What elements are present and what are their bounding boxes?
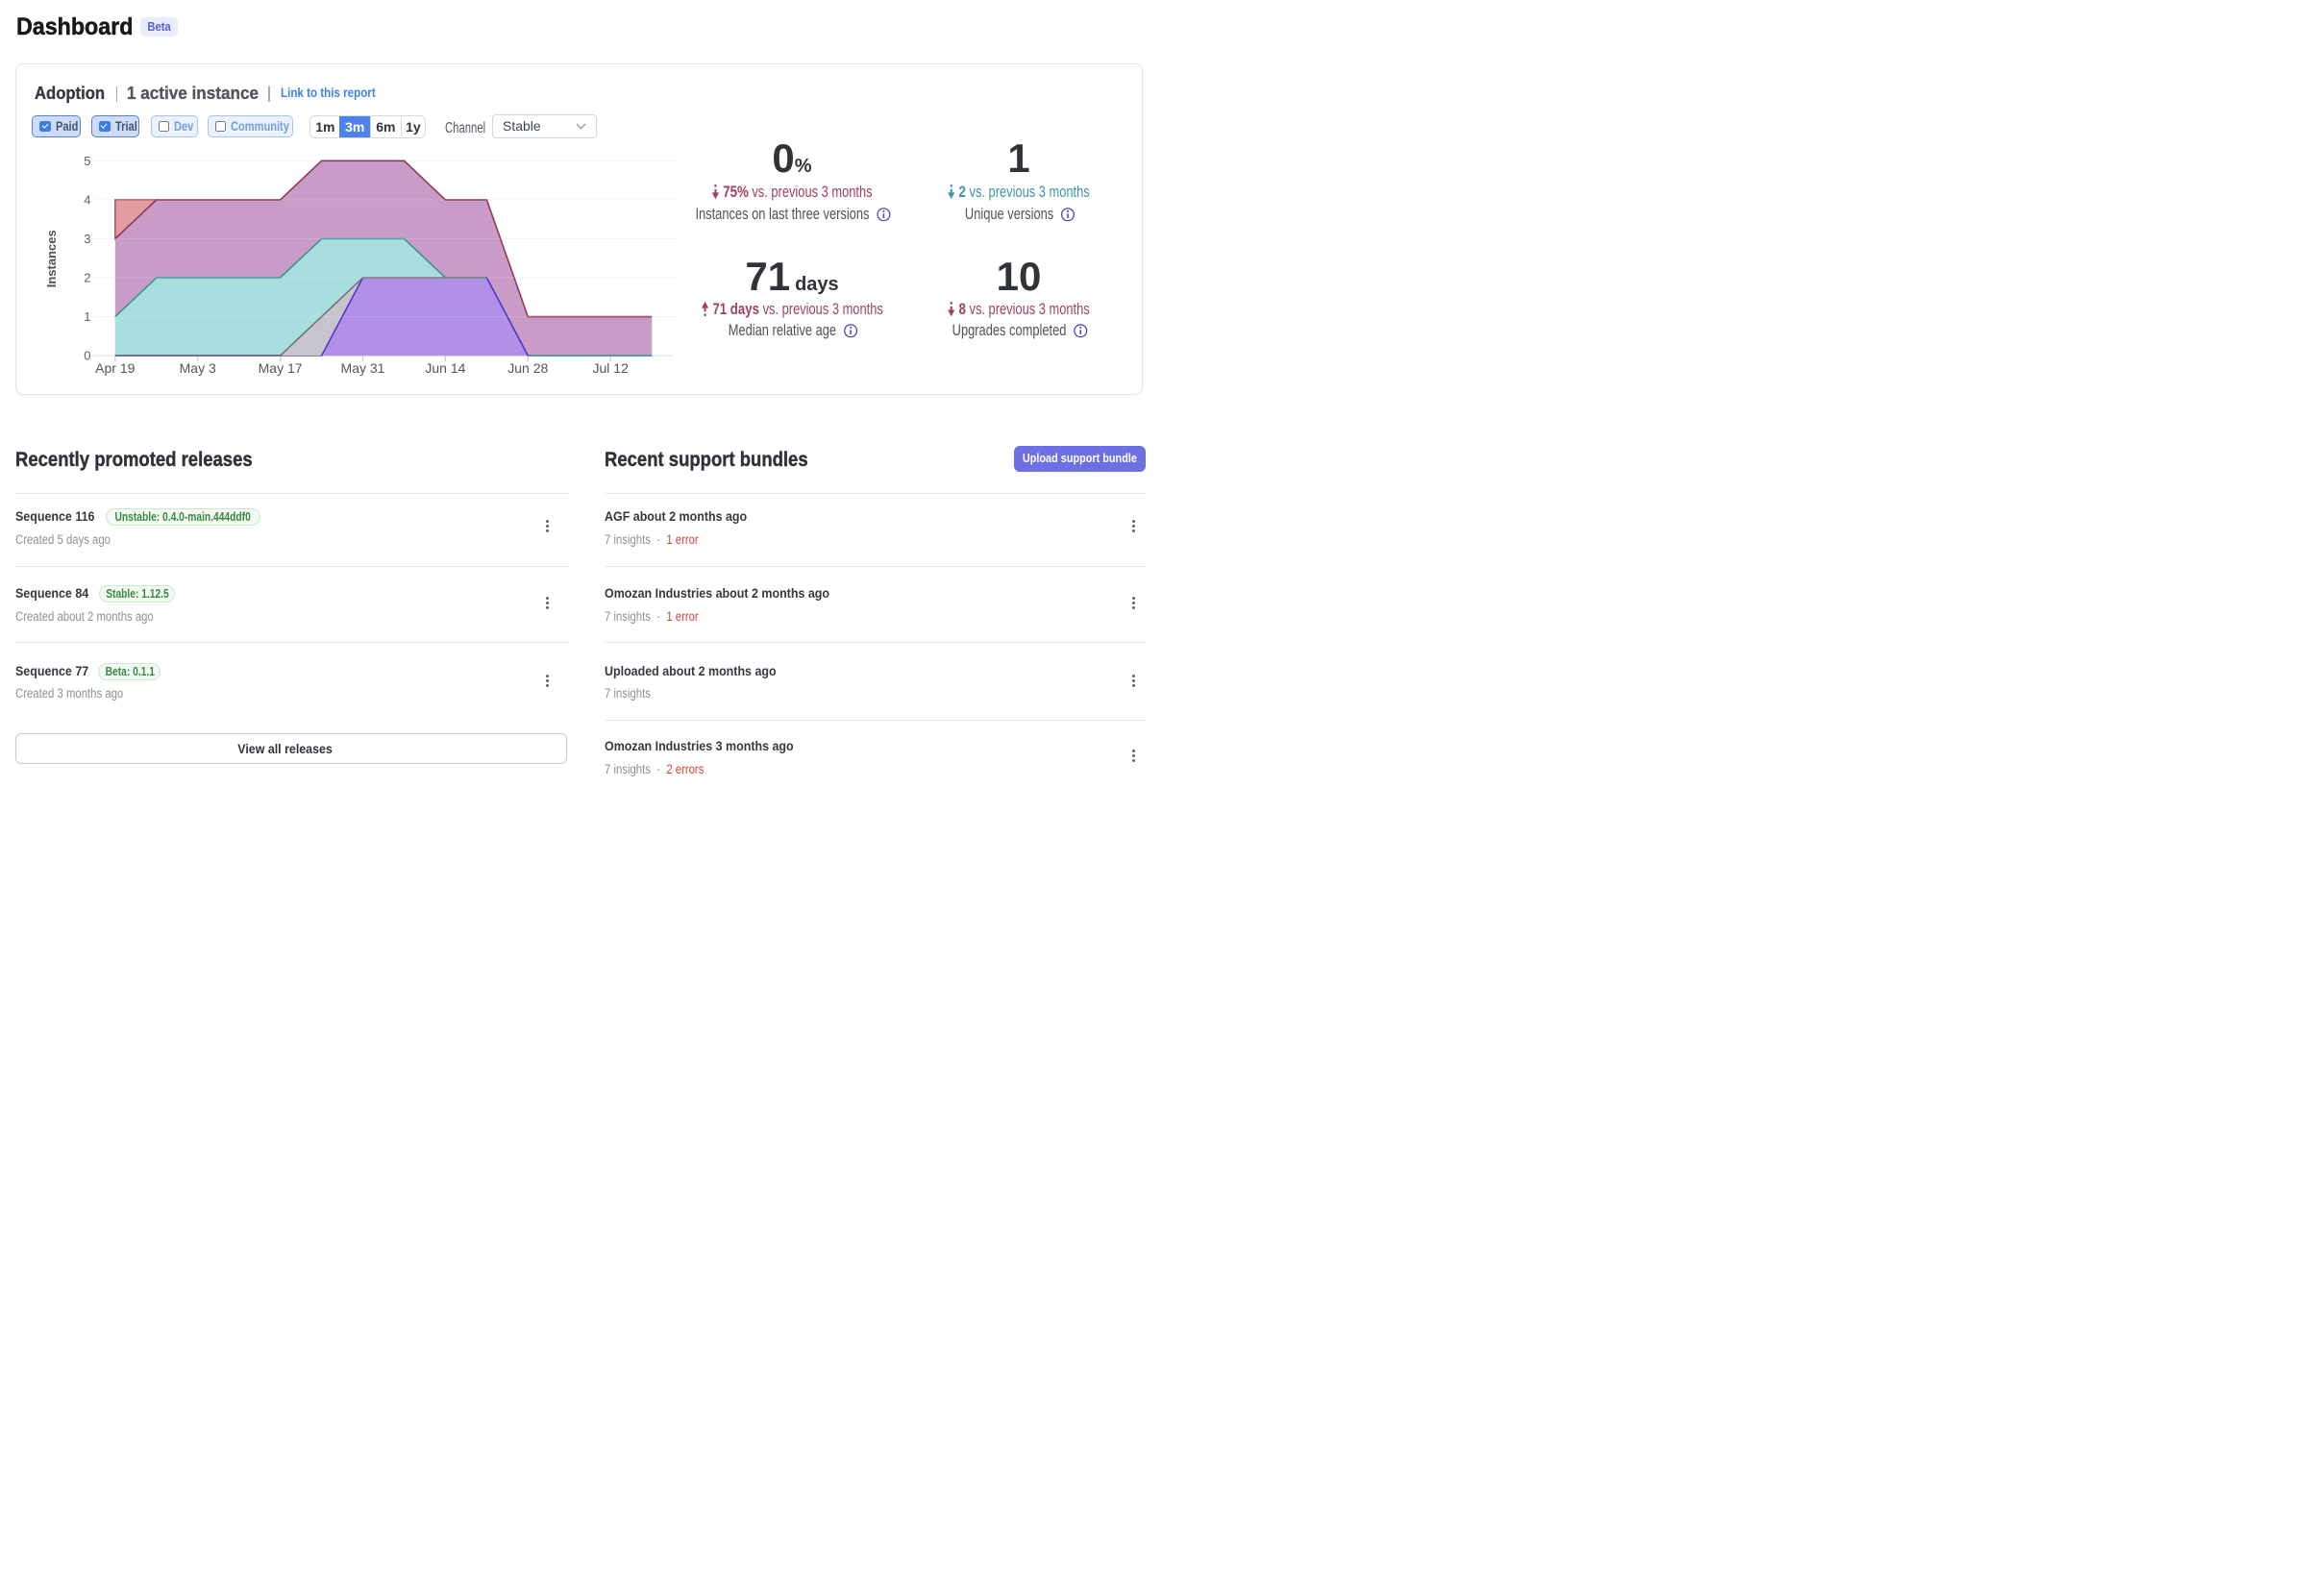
svg-text:Instances: Instances: [44, 230, 59, 287]
svg-text:1: 1: [84, 309, 90, 324]
svg-text:May 3: May 3: [180, 360, 216, 376]
svg-text:5: 5: [84, 154, 90, 168]
svg-text:May 31: May 31: [341, 360, 385, 376]
svg-text:Jun 14: Jun 14: [425, 360, 465, 376]
svg-text:Jul 12: Jul 12: [593, 360, 630, 376]
svg-text:3: 3: [84, 232, 90, 246]
svg-text:Apr 19: Apr 19: [95, 360, 135, 376]
svg-text:0: 0: [84, 349, 90, 363]
svg-text:May 17: May 17: [259, 360, 303, 376]
svg-text:Jun 28: Jun 28: [507, 360, 548, 376]
svg-text:2: 2: [84, 271, 90, 285]
svg-text:4: 4: [84, 193, 90, 208]
